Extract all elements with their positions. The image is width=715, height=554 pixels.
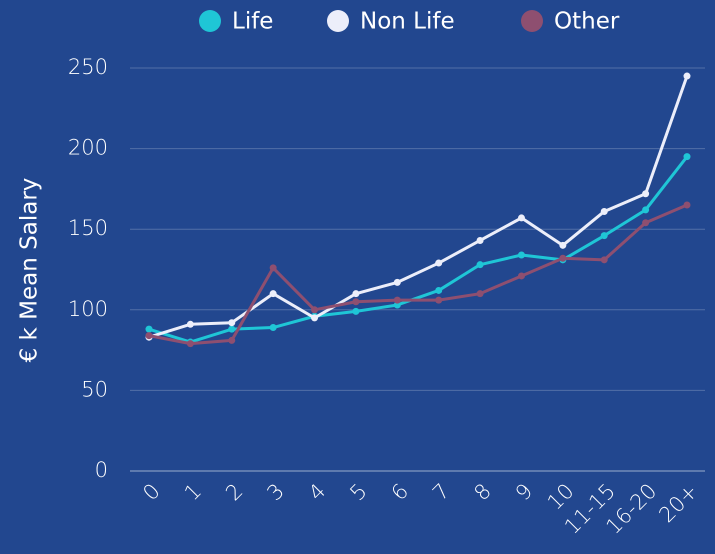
legend-label: Life — [232, 9, 273, 35]
x-tick-label: 2 — [221, 479, 247, 505]
x-tick-label: 3 — [263, 479, 289, 505]
point — [435, 259, 443, 267]
series-line — [148, 155, 689, 344]
y-tick-label: 100 — [68, 297, 108, 321]
point — [393, 301, 401, 309]
point — [393, 278, 401, 286]
point — [393, 296, 401, 304]
y-tick-label: 200 — [68, 136, 108, 160]
point — [435, 296, 443, 304]
y-tick-label: 0 — [95, 458, 108, 482]
point — [600, 256, 608, 264]
x-tick-label: 4 — [304, 479, 330, 505]
point — [683, 153, 691, 161]
point — [186, 320, 194, 328]
point — [269, 264, 277, 272]
point — [559, 254, 567, 262]
point — [311, 306, 319, 314]
point — [145, 332, 153, 340]
point — [186, 340, 194, 348]
x-tick-label: 1 — [180, 479, 206, 505]
point — [269, 324, 277, 332]
point — [517, 251, 525, 259]
point — [311, 314, 319, 322]
point — [435, 286, 443, 294]
point — [145, 325, 153, 333]
point — [517, 214, 525, 222]
x-tick-label: 6 — [387, 479, 413, 505]
point — [476, 290, 484, 298]
x-tick-label: 0 — [138, 479, 164, 505]
x-tick-label: 8 — [469, 479, 495, 505]
point — [228, 319, 236, 327]
legend-swatch — [327, 10, 349, 32]
point — [642, 190, 650, 198]
x-tick-label: 20+ — [654, 479, 702, 527]
point — [600, 232, 608, 240]
y-axis-label: € k Mean Salary — [17, 178, 43, 363]
point — [352, 290, 360, 298]
point — [559, 241, 567, 249]
point — [600, 207, 608, 215]
point — [683, 201, 691, 209]
point — [642, 206, 650, 214]
point — [683, 72, 691, 80]
y-tick-label: 150 — [68, 216, 108, 240]
point — [228, 336, 236, 344]
legend-swatch — [521, 10, 543, 32]
legend-label: Other — [554, 9, 620, 35]
point — [476, 261, 484, 269]
point — [642, 219, 650, 227]
x-tick-label: 9 — [511, 479, 537, 505]
legend-label: Non Life — [360, 9, 455, 35]
point — [352, 298, 360, 306]
point — [476, 236, 484, 244]
point — [352, 307, 360, 315]
point — [269, 290, 277, 298]
point — [228, 325, 236, 333]
series-line — [148, 75, 689, 339]
y-tick-label: 250 — [68, 55, 108, 79]
y-tick-label: 50 — [81, 377, 108, 401]
x-tick-label: 7 — [428, 479, 454, 505]
legend-swatch — [199, 10, 221, 32]
x-tick-label: 5 — [345, 479, 371, 505]
point — [517, 272, 525, 280]
series-line — [148, 203, 688, 346]
